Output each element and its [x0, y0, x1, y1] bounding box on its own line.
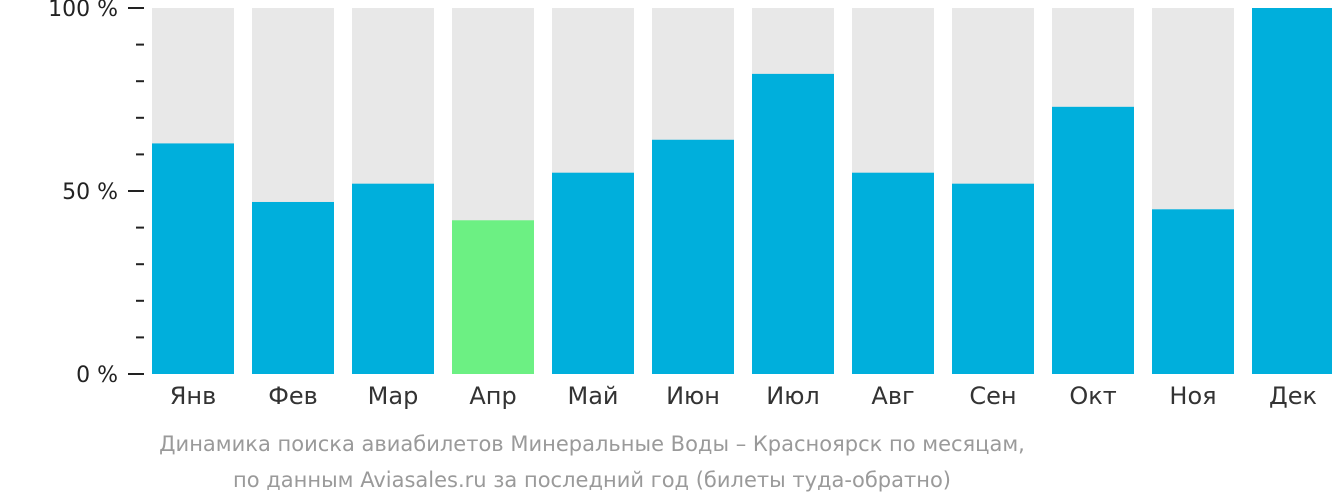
x-tick-label: Авг	[871, 382, 914, 410]
bar-2	[252, 201, 334, 374]
x-tick-label: Ноя	[1169, 382, 1216, 410]
y-tick-label: 100 %	[48, 0, 118, 22]
bar-3	[352, 183, 434, 374]
y-tick-label: 50 %	[62, 180, 118, 205]
x-tick-label: Июн	[666, 382, 720, 410]
bar-10	[1052, 106, 1134, 374]
bar-1	[152, 143, 234, 374]
x-tick-label: Дек	[1269, 382, 1317, 410]
x-tick-label: Янв	[170, 382, 217, 410]
x-tick-label: Июл	[766, 382, 820, 410]
bar-7	[752, 73, 834, 374]
x-tick-label: Апр	[469, 382, 516, 410]
bar-11	[1152, 209, 1234, 374]
chart-caption-line-2: по данным Aviasales.ru за последний год …	[233, 468, 951, 492]
bar-5	[552, 172, 634, 374]
bar-6	[652, 139, 734, 374]
x-tick-label: Май	[567, 382, 618, 410]
x-tick-label: Сен	[969, 382, 1016, 410]
bar-9	[952, 183, 1034, 374]
value-bars	[152, 8, 1332, 374]
bar-8	[852, 172, 934, 374]
x-axis-labels: Янв Фев Мар Апр Май Июн Июл Авг Сен Окт Ноя Дек	[170, 382, 1317, 410]
x-tick-label: Фев	[268, 382, 318, 410]
chart-caption-line-1: Динамика поиска авиабилетов Минеральные …	[159, 432, 1025, 456]
bar-12	[1252, 8, 1332, 374]
y-axis: 0 % 50 % 100 %	[48, 0, 144, 388]
bar-4	[452, 220, 534, 374]
bar-chart: 0 % 50 % 100 % Янв Фев Мар Апр Май Июн Июл Авг Сен…	[48, 0, 1332, 410]
x-tick-label: Мар	[368, 382, 419, 410]
y-tick-label: 0 %	[76, 363, 118, 388]
x-tick-label: Окт	[1069, 382, 1116, 410]
